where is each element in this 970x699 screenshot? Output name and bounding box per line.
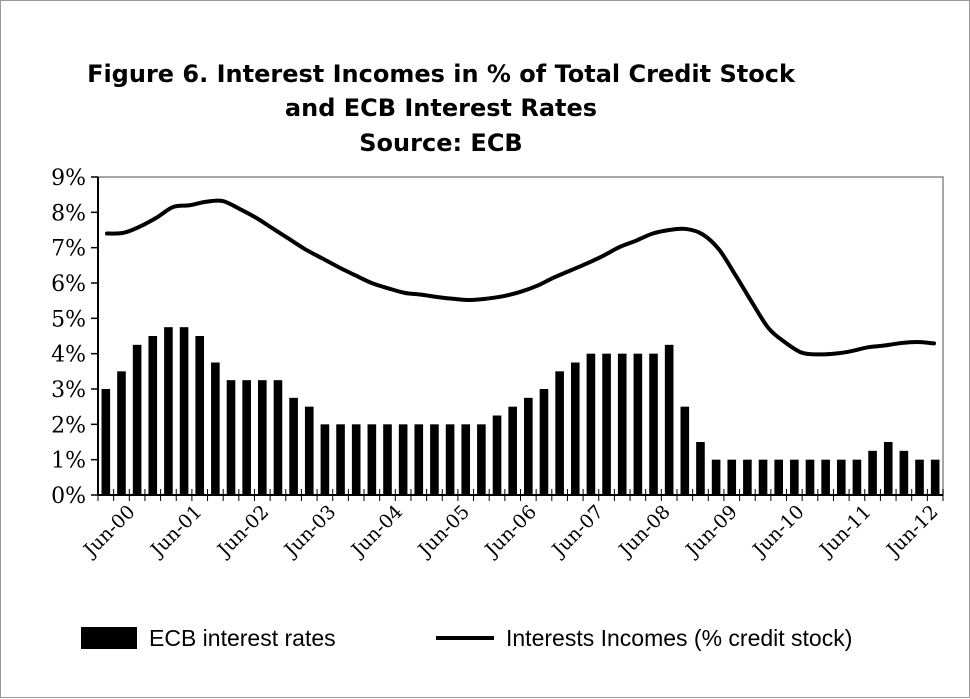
x-tick-label: Jun-04 <box>346 501 407 562</box>
bar-ecb-rate <box>664 344 674 495</box>
bar-ecb-rate <box>414 424 424 495</box>
bar-ecb-rate <box>273 380 283 495</box>
bar-ecb-rate <box>383 424 392 495</box>
x-tick-label: Jun-10 <box>747 501 808 562</box>
y-tick-label: 8% <box>51 201 86 226</box>
bar-ecb-rate <box>899 450 909 495</box>
bar-ecb-rate <box>696 442 705 495</box>
bar-ecb-rate <box>508 406 517 495</box>
bar-ecb-rate <box>617 353 627 495</box>
y-tick-label: 4% <box>51 343 86 368</box>
bar-ecb-rate <box>586 353 596 495</box>
y-tick-label: 5% <box>51 307 86 332</box>
bar-ecb-rate <box>727 459 737 495</box>
bar-ecb-rate <box>602 353 611 495</box>
bar-ecb-rate <box>132 344 142 495</box>
plot-area <box>97 176 944 496</box>
bar-ecb-rate <box>790 459 799 495</box>
bar-ecb-rate <box>195 336 205 495</box>
y-tick-label: 3% <box>51 378 86 403</box>
bar-ecb-rate <box>179 327 189 495</box>
bar-ecb-rate <box>242 380 251 495</box>
bar-ecb-rate <box>930 459 940 495</box>
bar-ecb-rate <box>101 389 111 495</box>
x-tick-label: Jun-05 <box>413 501 474 562</box>
bar-ecb-rate <box>758 459 768 495</box>
bar-ecb-rate <box>743 459 752 495</box>
y-tick-label: 1% <box>51 449 86 474</box>
x-tick-label: Jun-12 <box>881 501 942 562</box>
bar-ecb-rate <box>477 424 486 495</box>
bar-ecb-rate <box>211 362 220 495</box>
bar-ecb-rate <box>805 459 815 495</box>
bar-ecb-rate <box>649 353 658 495</box>
y-tick-label: 0% <box>51 484 86 509</box>
bar-ecb-rate <box>367 424 377 495</box>
legend-label-interest-incomes: Interests Incomes (% credit stock) <box>506 625 852 651</box>
bar-ecb-rate <box>711 459 721 495</box>
bar-ecb-rate <box>852 459 862 495</box>
bar-ecb-rate <box>555 371 564 495</box>
bar-ecb-rate <box>258 380 267 495</box>
bar-ecb-rate <box>351 424 361 495</box>
x-tick-label: Jun-09 <box>680 501 741 562</box>
bar-ecb-rate <box>226 380 236 495</box>
y-tick-label: 2% <box>51 413 86 438</box>
bar-ecb-rate <box>570 362 580 495</box>
x-tick-label: Jun-06 <box>480 501 541 562</box>
legend-swatch-ecb-rates <box>81 627 137 649</box>
chart-title-line-2: and ECB Interest Rates <box>285 94 597 122</box>
bar-ecb-rate <box>117 371 126 495</box>
y-tick-label: 7% <box>51 237 86 262</box>
bar-ecb-rate <box>774 459 783 495</box>
chart-title-line-1: Figure 6. Interest Incomes in % of Total… <box>87 60 796 88</box>
bar-ecb-rate <box>492 415 502 495</box>
y-axis-ticks: 0% 1% 2% 3% 4% 5% 6% 7% 8% 9% <box>51 166 98 509</box>
y-tick-label: 6% <box>51 272 86 297</box>
bar-ecb-rate <box>633 353 643 495</box>
x-tick-label: Jun-07 <box>547 501 608 562</box>
x-tick-label: Jun-02 <box>212 501 273 562</box>
line-series-interest-incomes <box>105 198 936 357</box>
bar-ecb-rate <box>836 459 846 495</box>
chart-title-line-3: Source: ECB <box>359 129 522 157</box>
x-tick-label: Jun-08 <box>614 501 675 562</box>
bar-ecb-rate <box>164 327 173 495</box>
legend: ECB interest rates Interests Incomes (% … <box>81 625 852 651</box>
legend-label-ecb-rates: ECB interest rates <box>149 625 336 651</box>
bar-ecb-rate <box>336 424 345 495</box>
bar-ecb-rate <box>680 406 690 495</box>
x-tick-label: Jun-01 <box>145 501 206 562</box>
bar-ecb-rate <box>430 424 439 495</box>
bar-ecb-rate <box>148 336 158 495</box>
bar-ecb-rate <box>524 397 533 495</box>
x-axis-ticks: Jun-00 Jun-01 Jun-02 Jun-03 Jun-04 Jun-05 Jun-… <box>78 489 944 562</box>
bar-ecb-rate <box>304 406 314 495</box>
bar-ecb-rate <box>868 450 877 495</box>
x-tick-label: Jun-03 <box>279 501 340 562</box>
bar-series-ecb-rates <box>101 327 940 495</box>
y-tick-label: 9% <box>51 166 86 191</box>
bar-ecb-rate <box>445 424 455 495</box>
bar-ecb-rate <box>289 397 298 495</box>
bar-ecb-rate <box>398 424 408 495</box>
x-tick-label: Jun-11 <box>814 501 875 562</box>
bar-ecb-rate <box>821 459 830 495</box>
x-tick-label: Jun-00 <box>78 501 139 562</box>
bar-ecb-rate <box>461 424 471 495</box>
bar-ecb-rate <box>915 459 924 495</box>
bar-ecb-rate <box>539 389 549 495</box>
bar-ecb-rate <box>320 424 330 495</box>
bar-ecb-rate <box>883 442 893 495</box>
